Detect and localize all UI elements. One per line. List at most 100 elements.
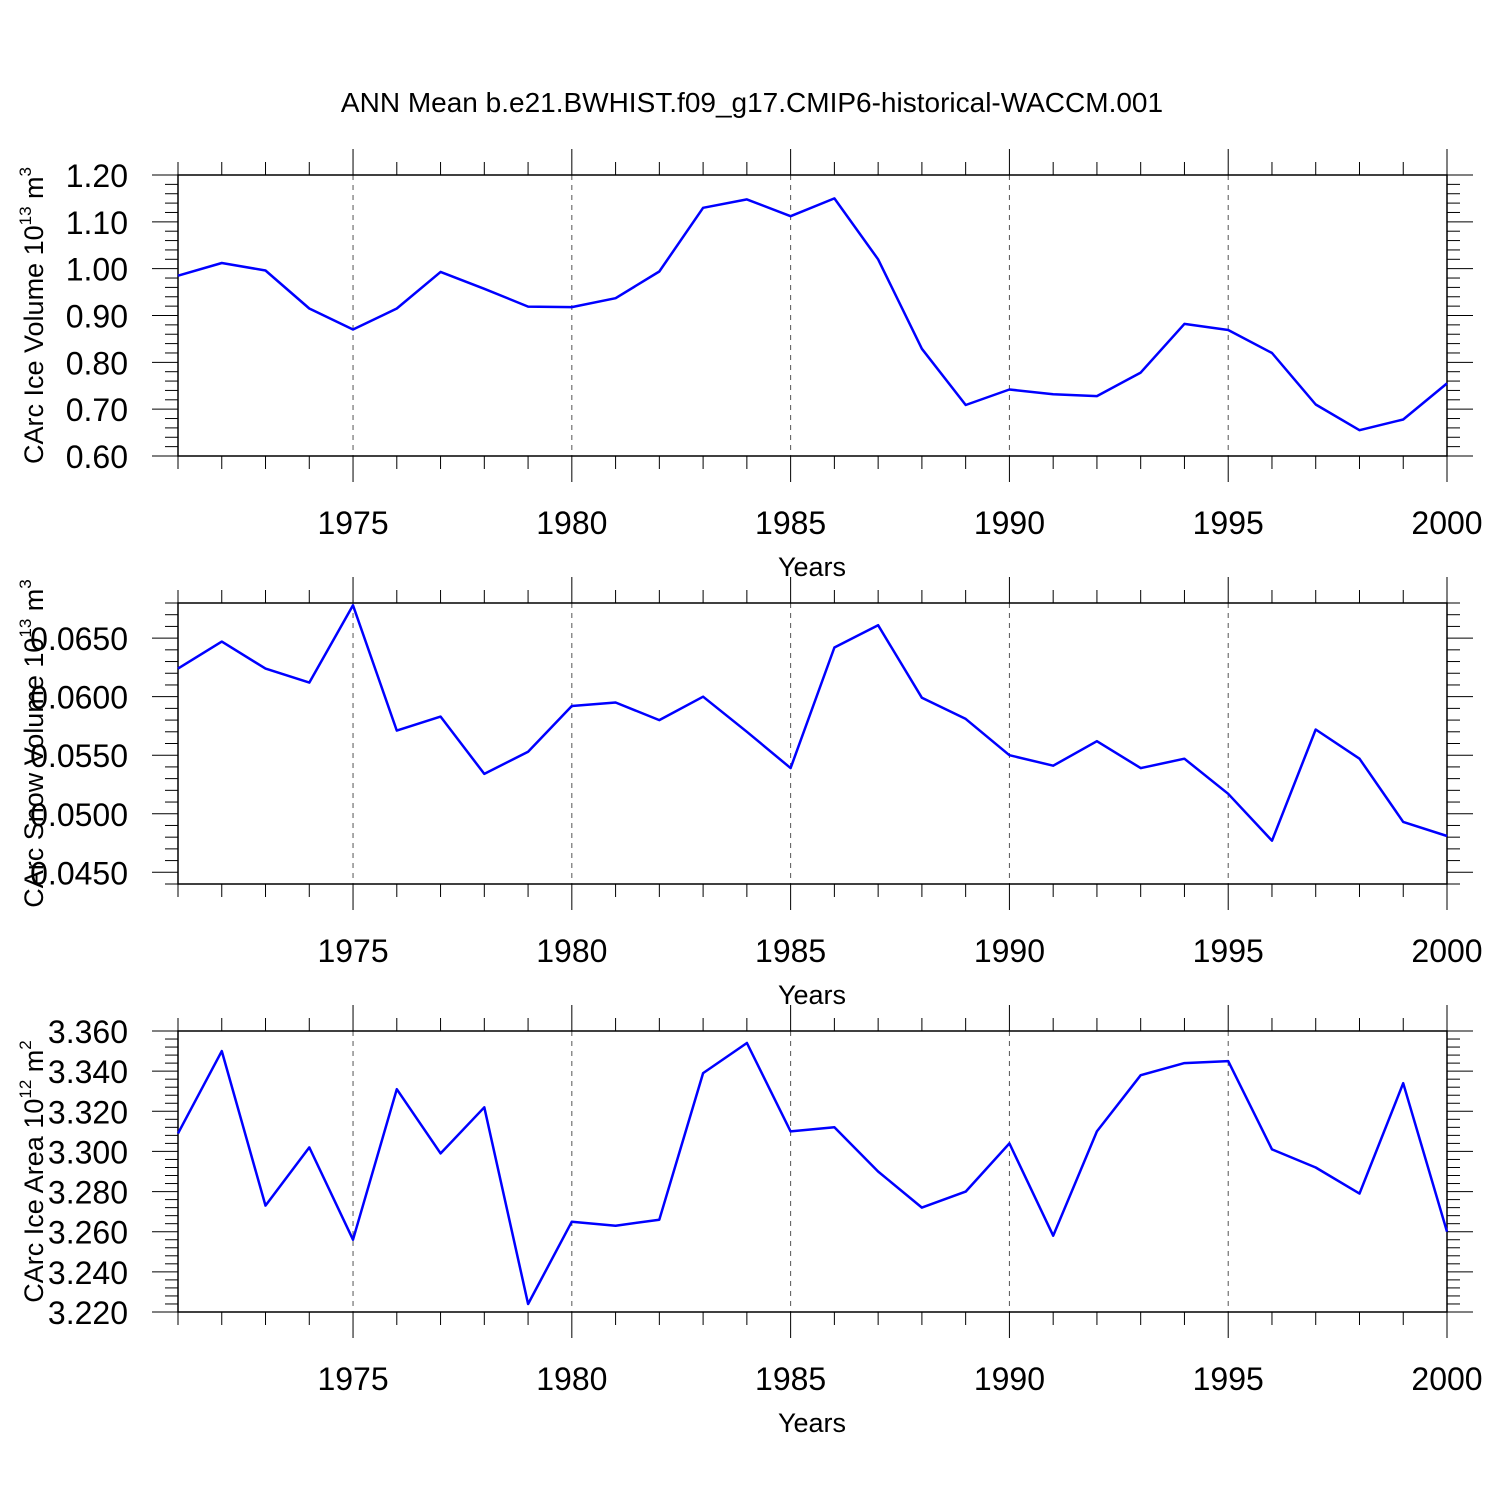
- data-point-1998: [1357, 1192, 1361, 1196]
- data-point-1990: [1007, 1141, 1011, 1145]
- y-tick-label: 0.0450: [30, 855, 128, 891]
- data-point-1975: [351, 1238, 355, 1242]
- y-tick-label: 3.340: [48, 1054, 128, 1090]
- data-point-1984: [745, 730, 749, 734]
- data-point-1991: [1051, 764, 1055, 768]
- data-point-1987: [876, 1170, 880, 1174]
- y-tick-label: 3.360: [48, 1014, 128, 1050]
- data-point-1977: [439, 270, 443, 274]
- y-axis-label-part: CArc Ice Area 10: [19, 1099, 49, 1303]
- x-tick-label: 1980: [536, 1361, 607, 1397]
- y-tick-label: 3.220: [48, 1295, 128, 1331]
- data-point-2000: [1445, 1230, 1449, 1234]
- y-axis-label-part: m: [19, 1050, 49, 1080]
- y-tick-label: 3.300: [48, 1134, 128, 1170]
- data-point-1980: [570, 305, 574, 309]
- x-tick-label: 1990: [974, 933, 1045, 969]
- data-point-1980: [570, 704, 574, 708]
- data-point-1984: [745, 197, 749, 201]
- data-point-1985: [789, 766, 793, 770]
- y-axis-label-part: m: [19, 176, 49, 206]
- x-tick-label: 1985: [755, 1361, 826, 1397]
- data-point-1982: [657, 718, 661, 722]
- data-point-1974: [307, 1145, 311, 1149]
- data-point-1978: [482, 287, 486, 291]
- y-axis-label: CArc Ice Area 1012 m2: [16, 1040, 49, 1303]
- data-point-1985: [789, 214, 793, 218]
- y-tick-label: 1.10: [66, 205, 128, 241]
- data-point-1996: [1270, 1147, 1274, 1151]
- y-axis-label-part: m: [19, 589, 49, 619]
- data-point-1971: [176, 667, 180, 671]
- series-line: [177, 197, 1448, 432]
- data-point-1981: [614, 1224, 618, 1228]
- data-point-1979: [526, 750, 530, 754]
- series-line: [177, 604, 1448, 842]
- data-point-1995: [1226, 792, 1230, 796]
- data-point-1999: [1401, 1081, 1405, 1085]
- data-point-1991: [1051, 392, 1055, 396]
- data-point-1994: [1182, 1061, 1186, 1065]
- x-tick-label: 1985: [755, 933, 826, 969]
- y-tick-label: 0.80: [66, 345, 128, 381]
- y-axis-label-part: 3: [16, 167, 35, 176]
- y-tick-label: 0.0650: [30, 621, 128, 657]
- data-point-1993: [1139, 371, 1143, 375]
- y-axis-label: CArc Snow Volume 1013 m3: [16, 579, 49, 908]
- data-point-1973: [264, 667, 268, 671]
- y-tick-label: 0.60: [66, 439, 128, 475]
- data-point-1997: [1314, 727, 1318, 731]
- data-point-1971: [176, 274, 180, 278]
- data-point-1978: [482, 1105, 486, 1109]
- y-tick-label: 0.0550: [30, 738, 128, 774]
- data-point-1977: [439, 715, 443, 719]
- data-point-1976: [395, 306, 399, 310]
- x-tick-label: 1990: [974, 505, 1045, 541]
- x-tick-label: 1980: [536, 505, 607, 541]
- data-point-1976: [395, 729, 399, 733]
- data-point-1983: [701, 695, 705, 699]
- data-point-1990: [1007, 387, 1011, 391]
- data-point-1974: [307, 681, 311, 685]
- data-point-1992: [1095, 394, 1099, 398]
- ice-volume-panel: 1975 1980 1985 1990 1995 2000 0.60 0.70 0.80 0.90…: [16, 149, 1483, 582]
- plot-frame: [177, 602, 1448, 885]
- data-point-1989: [964, 717, 968, 721]
- data-point-1992: [1095, 739, 1099, 743]
- data-point-1977: [439, 1151, 443, 1155]
- data-point-1995: [1226, 328, 1230, 332]
- data-point-1983: [701, 1071, 705, 1075]
- x-tick-label: 1995: [1193, 505, 1264, 541]
- data-point-1987: [876, 257, 880, 261]
- x-tick-label: 1975: [317, 505, 388, 541]
- data-point-1998: [1357, 428, 1361, 432]
- data-point-1998: [1357, 757, 1361, 761]
- data-point-1973: [264, 1204, 268, 1208]
- data-point-1994: [1182, 757, 1186, 761]
- data-point-1982: [657, 269, 661, 273]
- data-point-1995: [1226, 1059, 1230, 1063]
- y-tick-label: 1.20: [66, 158, 128, 194]
- y-axis-label: CArc Ice Volume 1013 m3: [16, 167, 49, 464]
- x-tick-label: 2000: [1411, 505, 1482, 541]
- y-axis-label-part: CArc Ice Volume 10: [19, 225, 49, 464]
- x-tick-label: 2000: [1411, 933, 1482, 969]
- data-point-1986: [832, 1125, 836, 1129]
- data-point-1994: [1182, 322, 1186, 326]
- x-tick-label: 1985: [755, 505, 826, 541]
- y-axis-label-part: CArc Snow Volume 10: [19, 638, 49, 908]
- snow-volume-panel: 1975 1980 1985 1990 1995 2000 0.0450 0.0500 0.05…: [16, 577, 1483, 1010]
- data-point-1988: [920, 347, 924, 351]
- data-point-1996: [1270, 351, 1274, 355]
- x-tick-label: 1980: [536, 933, 607, 969]
- data-point-1979: [526, 305, 530, 309]
- data-point-2000: [1445, 834, 1449, 838]
- y-tick-label: 3.260: [48, 1215, 128, 1251]
- y-tick-label: 0.70: [66, 392, 128, 428]
- y-axis-label-part: 13: [16, 206, 35, 225]
- data-point-1972: [220, 261, 224, 265]
- data-point-1971: [176, 1131, 180, 1135]
- data-point-1986: [832, 645, 836, 649]
- data-point-1988: [920, 1206, 924, 1210]
